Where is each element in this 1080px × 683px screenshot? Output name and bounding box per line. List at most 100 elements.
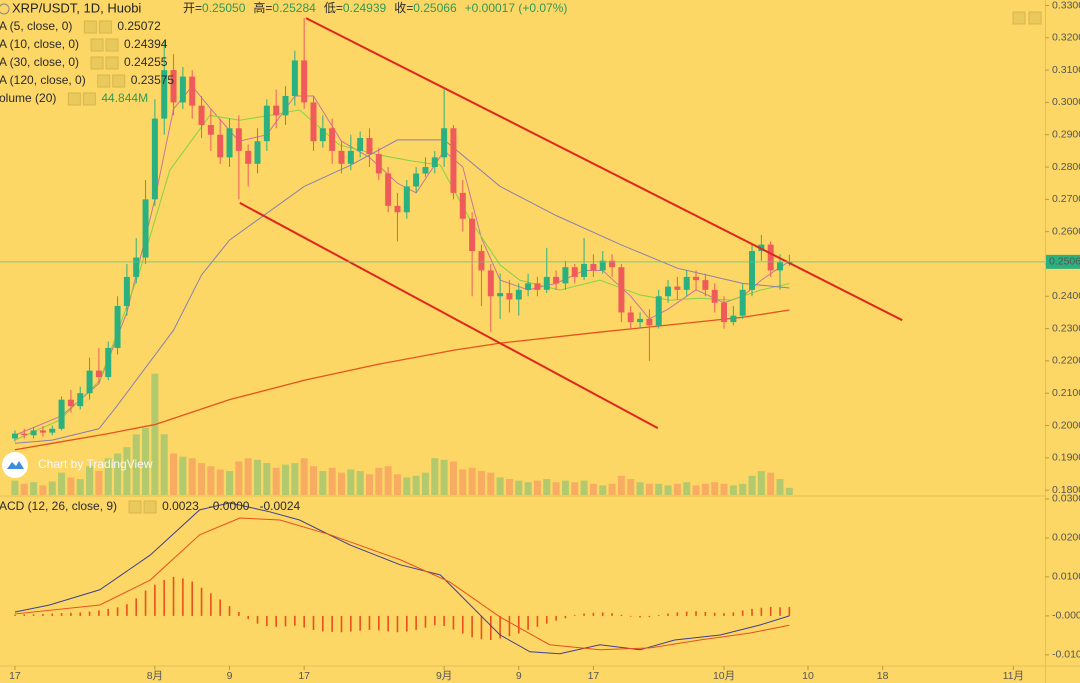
volume-bar (431, 458, 439, 495)
ohlc-label: 收= (394, 1, 413, 15)
x-tick-label: 9 (227, 670, 233, 682)
watermark: Chart by TradingView (2, 452, 153, 478)
volume-bar (683, 482, 691, 495)
candle-body (291, 60, 298, 96)
ohlc-label: 低= (324, 1, 343, 15)
candle-body (431, 157, 438, 168)
legend-icon[interactable] (97, 74, 111, 88)
volume-bar (254, 459, 262, 495)
candle-body (273, 105, 280, 116)
candle-body (665, 286, 672, 297)
volume-bar (30, 482, 38, 495)
macd-line (14, 517, 790, 651)
candle-body (478, 251, 485, 271)
volume-bar (608, 483, 616, 495)
x-tick-label: 10 (802, 670, 814, 682)
volume-bar (375, 467, 383, 495)
chart-title: XRP/USDT, 1D, Huobi (12, 0, 141, 15)
candle-body (739, 289, 746, 316)
candle-body (114, 305, 121, 348)
legend-icon[interactable] (105, 56, 119, 70)
y-tick-label: 0.0100 (1052, 571, 1080, 583)
volume-bar (785, 487, 793, 495)
volume-bar (729, 485, 737, 495)
legend-icon[interactable] (128, 500, 142, 514)
candle-body (599, 260, 606, 271)
legend-icon[interactable] (83, 20, 97, 34)
legend-icon[interactable] (105, 38, 119, 52)
legend-icon[interactable] (90, 38, 104, 52)
candle-body (235, 128, 242, 151)
volume-bar (170, 453, 178, 495)
volume-bar (627, 479, 635, 495)
candle-body (170, 70, 177, 103)
legend-icon[interactable] (98, 20, 112, 34)
candle-body (562, 267, 569, 284)
x-tick-label: 8月 (147, 670, 163, 682)
candle-body (49, 428, 56, 433)
candle-body (590, 263, 597, 271)
volume-bar (132, 434, 140, 495)
candle-body (95, 370, 102, 378)
candle-body (702, 280, 709, 290)
candle-body (487, 270, 494, 297)
candle-body (581, 263, 588, 277)
price-change: +0.00017 (+0.07%) (465, 1, 568, 15)
volume-bar (142, 427, 150, 495)
volume-bar (384, 466, 392, 495)
last-price-label: 0.2506 (1049, 256, 1080, 268)
legend-value: 0.25072 (117, 19, 161, 33)
candle-body (58, 399, 65, 429)
legend-label: olume (20) (0, 91, 56, 105)
legend-icon[interactable] (82, 92, 96, 106)
layout-icon[interactable] (1028, 11, 1042, 25)
candle-body (627, 312, 634, 323)
candle-body (721, 302, 728, 323)
volume-bar (188, 458, 196, 495)
volume-bar (412, 475, 420, 495)
legend-value: 44.844M (101, 91, 148, 105)
legend-value: 0.24394 (124, 37, 168, 51)
volume-bar (599, 485, 607, 495)
candle-body (217, 134, 224, 158)
candle-body (413, 173, 420, 187)
y-tick-label: -0.0000 (1052, 610, 1080, 622)
legend-value: -0.0000 (209, 499, 250, 513)
candle-body (459, 192, 466, 219)
legend-icon[interactable] (90, 56, 104, 70)
volume-bar (477, 471, 485, 495)
legend-icon[interactable] (143, 500, 157, 514)
candle-body (347, 150, 354, 164)
volume-bar (39, 485, 47, 495)
volume-bar (571, 482, 579, 495)
candle-body (618, 267, 625, 313)
candle-body (450, 128, 457, 193)
ma-line (14, 309, 790, 451)
layout-icon[interactable] (1012, 11, 1026, 25)
volume-bar (58, 472, 66, 495)
legend-icon[interactable] (67, 92, 81, 106)
legend-icon[interactable] (112, 74, 126, 88)
volume-bar (655, 483, 663, 495)
candle-body (469, 218, 476, 252)
candle-body (301, 60, 308, 103)
volume-bar (20, 483, 28, 495)
candle-body (403, 186, 410, 213)
x-tick-label: 17 (588, 670, 600, 682)
volume-bar (449, 461, 457, 495)
candle-body (179, 76, 186, 103)
x-tick-label: 17 (9, 670, 21, 682)
volume-bar (748, 475, 756, 495)
trend-line (239, 202, 659, 430)
